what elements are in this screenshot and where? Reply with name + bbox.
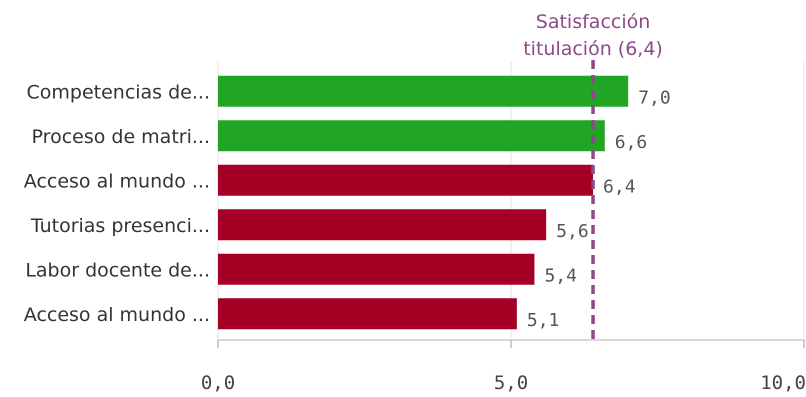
bars: Competencias de... 7,0 Proceso de matri...…: [24, 75, 671, 331]
bar-0[interactable]: [218, 75, 629, 107]
bar-3[interactable]: [218, 209, 547, 241]
value-label-3: 5,6: [556, 221, 589, 242]
value-label-4: 5,4: [544, 265, 577, 286]
reference-line-group: Satisfacción titulación (6,4): [523, 11, 663, 340]
value-label-1: 6,6: [615, 132, 648, 153]
category-label-5: Acceso al mundo ...: [24, 304, 210, 326]
bar-5[interactable]: [218, 298, 517, 330]
reference-line-label-0: Satisfacción: [536, 11, 651, 33]
category-label-1: Proceso de matri...: [32, 126, 210, 148]
bar-1[interactable]: [218, 120, 605, 152]
bar-4[interactable]: [218, 253, 535, 285]
x-tick-label-1: 5,0: [494, 372, 528, 394]
grid-lines: [217, 62, 805, 340]
reference-line-label-1: titulación (6,4): [523, 38, 663, 60]
value-label-0: 7,0: [638, 87, 671, 108]
x-axis: 0,0 5,0 10,0: [201, 339, 806, 394]
category-label-2: Acceso al mundo ...: [24, 170, 210, 192]
value-label-2: 6,4: [603, 176, 636, 197]
x-tick-label-2: 10,0: [760, 372, 806, 394]
bar-2[interactable]: [218, 164, 594, 196]
category-label-3: Tutorias presenci...: [30, 215, 210, 237]
value-label-5: 5,1: [527, 310, 560, 331]
category-label-4: Labor docente de...: [25, 259, 210, 281]
category-label-0: Competencias de...: [26, 81, 210, 103]
x-tick-label-0: 0,0: [201, 372, 235, 394]
